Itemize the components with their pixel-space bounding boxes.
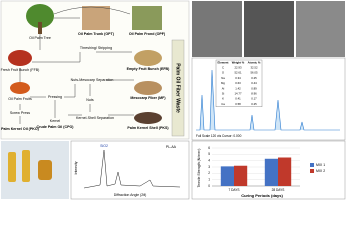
flow-node-label: Palm Kernel Oil (PKO) (1, 127, 40, 131)
flow-node-label: Palm Kernel Shell (PKS) (127, 126, 169, 130)
flow-node-label: Threshing/ Stripping (80, 46, 112, 50)
flow-node-label: Oil Palm Frond (OPF) (129, 32, 166, 36)
x-tick-label: 7 DAYS (228, 188, 239, 192)
xrd-panel (70, 140, 190, 200)
flow-node-label: Oil Palm Trunk (OPT) (78, 32, 115, 36)
edx-cell: Mg (221, 81, 225, 85)
y-tick-label: 2 (208, 171, 210, 175)
flow-node-label: Oil Palm Fruits (8, 97, 32, 101)
edx-header: Weight % (232, 60, 245, 64)
xrd-y-label: Intensity (74, 161, 78, 174)
edx-table (215, 59, 263, 107)
spectrum-line (196, 69, 340, 131)
figure: Palm Oil Fiber Waste Oil Palm Tree Oil Pa… (1, 0, 346, 200)
flow-node-label: Nuts (86, 98, 94, 102)
edx-cell: Ca (221, 102, 225, 106)
edx-cell: 0.63 (235, 81, 241, 85)
bar (220, 166, 234, 186)
edx-cell: 52.61 (235, 71, 242, 75)
xrd-legend: PL-AA (166, 145, 177, 149)
side-label: Palm Oil Fiber Waste (175, 63, 181, 113)
flow-node-label: Nuts-Mesocarp Separation (71, 78, 114, 82)
side-band (171, 39, 185, 137)
legend-label: MIX 2 (316, 169, 325, 173)
y-tick-label: 1 (208, 178, 210, 182)
edx-cell: 0.25 (251, 102, 257, 106)
edx-cell: 1.42 (235, 86, 241, 90)
sem-image (296, 1, 345, 57)
images (8, 4, 162, 124)
edx-cell: 0.58 (235, 102, 241, 106)
flow-node-label: Crude Palm Oil (CPO) (37, 125, 75, 129)
edx-cell: 32.52 (251, 66, 258, 70)
arrows (19, 6, 134, 124)
sem-image (244, 1, 294, 57)
edx-cell: 8.96 (251, 92, 257, 96)
bar (264, 158, 278, 186)
flow-node-label: Screw Press (10, 111, 30, 115)
edx-cell: 0.41 (235, 97, 241, 101)
sem-image (192, 1, 242, 57)
flow-node-label: Mesocarp Fiber (MF) (130, 96, 166, 100)
edx-header: Atomic % (248, 60, 261, 64)
edx-cell: 0.34 (235, 76, 241, 80)
y-tick-label: 6 (208, 146, 210, 150)
edx-cell: Na (221, 76, 225, 80)
flow-node-label: Kernel-Shell Separation (76, 116, 114, 120)
edx-cell: 22.93 (235, 66, 242, 70)
edx-header: Element (218, 60, 229, 64)
bar (234, 165, 248, 186)
edx-cell: C (222, 66, 224, 70)
edx-cell: 56.05 (251, 71, 258, 75)
y-tick-label: 0 (208, 184, 210, 188)
edx-cell: 0.17 (251, 97, 257, 101)
flow-node-label: Empty Fruit Bunch (EFB) (127, 67, 171, 71)
xrd-line (83, 149, 181, 189)
bar-x-label: Curing Periods (days) (241, 193, 283, 198)
x-tick-label: 28 DAYS (272, 188, 285, 192)
y-tick-label: 3 (208, 165, 210, 169)
edx-cell: Si (222, 92, 225, 96)
flow-node-label: Pressing (48, 95, 62, 99)
edx-cell: 14.77 (235, 92, 242, 96)
edx-cell: 0.25 (251, 76, 257, 80)
edx-cell: O (222, 71, 225, 75)
edx-cell: Al (222, 86, 225, 90)
y-tick-label: 4 (208, 159, 210, 163)
legend-swatch (310, 163, 314, 167)
flow-node-label: Kernel (50, 119, 61, 123)
photo-bottles (8, 150, 52, 182)
bar (278, 157, 292, 186)
legend-swatch (310, 169, 314, 173)
edx-cell: K (222, 97, 224, 101)
edx-cell: 0.89 (251, 86, 257, 90)
xrd-x-label: Diffraction Angle (2θ) (114, 193, 147, 197)
edx-cell: 0.44 (251, 81, 257, 85)
bar-y-label: Tensile Strength (N/mm²) (197, 149, 201, 188)
spectrum-footer: Full Scale 120 cts Cursor: 0.000 (196, 134, 242, 138)
xrd-peak-label: SiO2 (100, 144, 108, 148)
y-tick-label: 5 (208, 152, 210, 156)
legend-label: MIX 1 (316, 163, 325, 167)
